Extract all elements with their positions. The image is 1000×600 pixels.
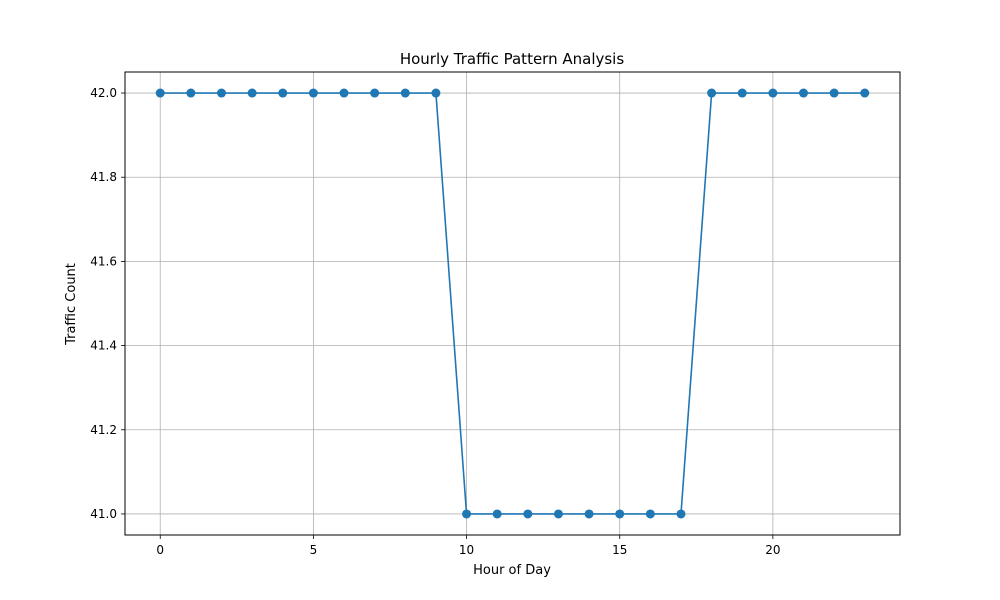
x-axis-label: Hour of Day	[473, 563, 551, 578]
y-axis-label: Traffic Count	[64, 263, 79, 346]
x-tick-label: 20	[765, 543, 780, 557]
data-point	[707, 88, 717, 98]
x-tick-label: 0	[156, 543, 164, 557]
data-point	[339, 88, 349, 98]
data-point	[615, 509, 625, 519]
data-point	[829, 88, 839, 98]
data-point	[737, 88, 747, 98]
data-point	[400, 88, 410, 98]
data-point	[768, 88, 778, 98]
x-tick-label: 10	[459, 543, 474, 557]
y-tick-label: 41.8	[90, 170, 117, 184]
data-point	[645, 509, 655, 519]
data-point	[370, 88, 380, 98]
y-tick-label: 41.4	[90, 339, 117, 353]
x-axis: 0 5 10 15 20	[156, 535, 781, 557]
series-layer	[155, 88, 870, 519]
data-point	[553, 509, 563, 519]
data-point	[247, 88, 257, 98]
chart-title: Hourly Traffic Pattern Analysis	[400, 50, 624, 68]
y-tick-label: 41.0	[90, 507, 117, 521]
data-point	[799, 88, 809, 98]
data-point	[155, 88, 165, 98]
x-tick-label: 15	[612, 543, 627, 557]
plot-frame	[124, 71, 901, 536]
y-axis: 41.0 41.2 41.4 41.6 41.8 42.0	[90, 86, 125, 521]
data-point	[431, 88, 441, 98]
data-point	[278, 88, 288, 98]
y-tick-label: 41.6	[90, 254, 117, 268]
data-point	[186, 88, 196, 98]
data-point	[462, 509, 472, 519]
data-point	[308, 88, 318, 98]
data-point	[584, 509, 594, 519]
x-tick-label: 5	[310, 543, 318, 557]
data-point	[492, 509, 502, 519]
y-tick-label: 42.0	[90, 86, 117, 100]
data-point	[216, 88, 226, 98]
data-point	[860, 88, 870, 98]
data-point	[523, 509, 533, 519]
series-line	[160, 92, 865, 515]
data-point	[676, 509, 686, 519]
grid	[125, 72, 900, 535]
y-tick-label: 41.2	[90, 423, 117, 437]
